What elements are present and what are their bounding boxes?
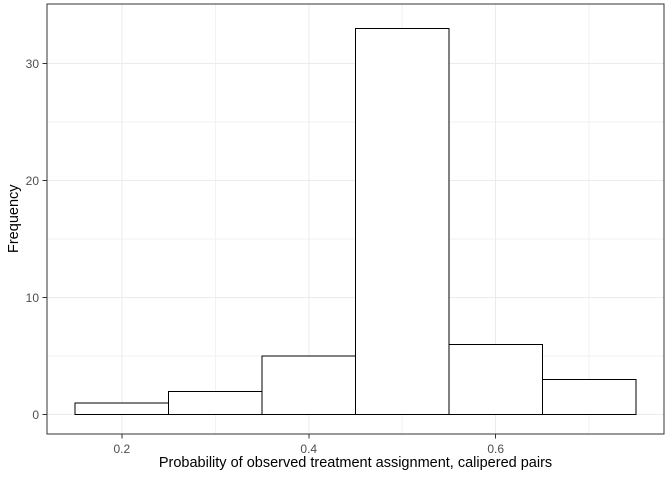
y-tick-label: 10	[26, 291, 40, 305]
histogram-bar	[74, 402, 170, 416]
x-tick-label: 0.6	[487, 442, 504, 456]
histogram-bar	[448, 343, 543, 416]
y-axis-title: Frequency	[6, 184, 22, 254]
x-tick-label: 0.4	[300, 442, 317, 456]
y-tick-label: 0	[32, 408, 39, 422]
x-tick-label: 0.2	[113, 442, 130, 456]
x-axis-title: Probability of observed treatment assign…	[158, 455, 553, 471]
histogram-bar	[168, 390, 263, 416]
y-tick-label: 30	[26, 57, 40, 71]
histogram-bar	[541, 379, 637, 416]
y-tick-label: 20	[26, 174, 40, 188]
histogram-bar	[355, 28, 450, 416]
histogram-bar	[261, 355, 356, 416]
panel-border	[46, 3, 665, 435]
